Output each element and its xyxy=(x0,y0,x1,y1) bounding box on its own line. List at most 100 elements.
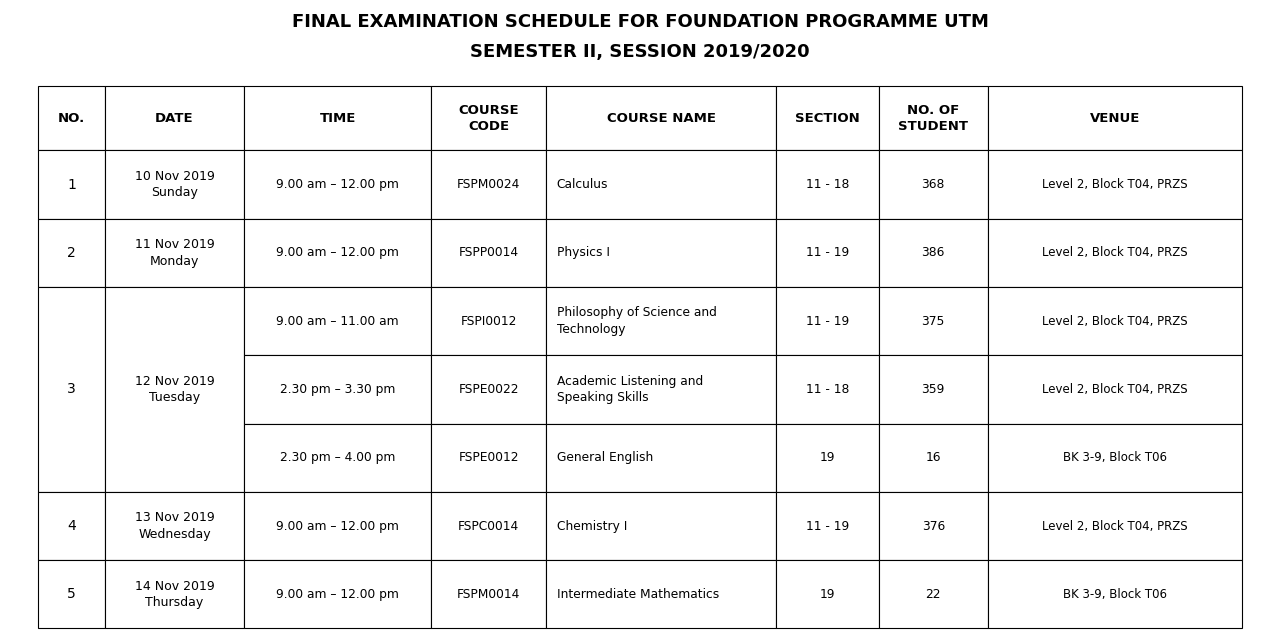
Bar xyxy=(38,492,105,560)
Bar xyxy=(244,492,431,560)
Bar xyxy=(879,424,988,492)
Text: BK 3-9, Block T06: BK 3-9, Block T06 xyxy=(1062,451,1166,464)
Text: 11 - 18: 11 - 18 xyxy=(805,178,849,191)
Bar xyxy=(988,150,1242,219)
Text: FSPM0014: FSPM0014 xyxy=(457,588,521,601)
Text: Level 2, Block T04, PRZS: Level 2, Block T04, PRZS xyxy=(1042,246,1188,259)
Text: 12 Nov 2019
Tuesday: 12 Nov 2019 Tuesday xyxy=(134,374,214,404)
Text: SECTION: SECTION xyxy=(795,112,860,125)
Bar xyxy=(547,355,776,424)
Text: 2.30 pm – 4.00 pm: 2.30 pm – 4.00 pm xyxy=(280,451,396,464)
Bar xyxy=(776,219,879,287)
Text: 22: 22 xyxy=(925,588,941,601)
Bar xyxy=(879,287,988,355)
Text: FSPC0014: FSPC0014 xyxy=(458,520,520,532)
Text: 375: 375 xyxy=(922,315,945,328)
Text: FSPE0022: FSPE0022 xyxy=(458,383,520,396)
Text: Intermediate Mathematics: Intermediate Mathematics xyxy=(557,588,719,601)
Text: 19: 19 xyxy=(819,588,835,601)
Bar xyxy=(244,150,431,219)
Bar xyxy=(547,86,776,150)
Bar xyxy=(776,150,879,219)
Text: FSPE0012: FSPE0012 xyxy=(458,451,520,464)
Text: 2: 2 xyxy=(68,246,76,260)
Bar xyxy=(776,560,879,628)
Bar xyxy=(988,492,1242,560)
Text: 19: 19 xyxy=(819,451,835,464)
Text: Calculus: Calculus xyxy=(557,178,608,191)
Bar xyxy=(38,150,105,219)
Bar xyxy=(431,287,547,355)
Text: General English: General English xyxy=(557,451,653,464)
Bar xyxy=(38,219,105,287)
Bar xyxy=(988,219,1242,287)
Text: COURSE NAME: COURSE NAME xyxy=(607,112,716,125)
Bar xyxy=(988,560,1242,628)
Text: NO.: NO. xyxy=(58,112,86,125)
Bar xyxy=(879,560,988,628)
Bar xyxy=(105,150,244,219)
Bar xyxy=(988,287,1242,355)
Text: 11 - 18: 11 - 18 xyxy=(805,383,849,396)
Text: FSPP0014: FSPP0014 xyxy=(458,246,518,259)
Bar xyxy=(105,86,244,150)
Bar xyxy=(105,287,244,492)
Text: Philosophy of Science and
Technology: Philosophy of Science and Technology xyxy=(557,307,717,336)
Text: 4: 4 xyxy=(68,519,76,533)
Text: DATE: DATE xyxy=(155,112,193,125)
Bar xyxy=(244,560,431,628)
Text: 11 - 19: 11 - 19 xyxy=(806,315,849,328)
Text: SEMESTER II, SESSION 2019/2020: SEMESTER II, SESSION 2019/2020 xyxy=(470,44,810,61)
Text: 376: 376 xyxy=(922,520,945,532)
Bar xyxy=(879,492,988,560)
Text: Level 2, Block T04, PRZS: Level 2, Block T04, PRZS xyxy=(1042,178,1188,191)
Bar xyxy=(776,424,879,492)
Text: 9.00 am – 11.00 am: 9.00 am – 11.00 am xyxy=(276,315,399,328)
Text: 1: 1 xyxy=(68,177,76,191)
Text: 11 Nov 2019
Monday: 11 Nov 2019 Monday xyxy=(134,238,214,268)
Bar xyxy=(776,86,879,150)
Text: 359: 359 xyxy=(922,383,945,396)
Text: BK 3-9, Block T06: BK 3-9, Block T06 xyxy=(1062,588,1166,601)
Bar xyxy=(105,560,244,628)
Text: Level 2, Block T04, PRZS: Level 2, Block T04, PRZS xyxy=(1042,383,1188,396)
Text: 386: 386 xyxy=(922,246,945,259)
Bar xyxy=(988,355,1242,424)
Bar xyxy=(38,287,105,492)
Bar xyxy=(244,424,431,492)
Bar xyxy=(547,219,776,287)
Bar xyxy=(244,86,431,150)
Text: 9.00 am – 12.00 pm: 9.00 am – 12.00 pm xyxy=(276,246,399,259)
Text: 5: 5 xyxy=(68,588,76,602)
Bar xyxy=(547,560,776,628)
Bar xyxy=(547,150,776,219)
Text: VENUE: VENUE xyxy=(1089,112,1139,125)
Bar xyxy=(776,492,879,560)
Bar xyxy=(879,355,988,424)
Text: Chemistry I: Chemistry I xyxy=(557,520,627,532)
Bar xyxy=(547,287,776,355)
Bar xyxy=(431,492,547,560)
Bar xyxy=(547,492,776,560)
Text: 14 Nov 2019
Thursday: 14 Nov 2019 Thursday xyxy=(134,580,214,609)
Bar xyxy=(431,424,547,492)
Bar xyxy=(879,150,988,219)
Bar xyxy=(988,424,1242,492)
Text: COURSE
CODE: COURSE CODE xyxy=(458,104,520,133)
Text: Physics I: Physics I xyxy=(557,246,609,259)
Bar xyxy=(879,219,988,287)
Text: FSPM0024: FSPM0024 xyxy=(457,178,521,191)
Bar xyxy=(776,287,879,355)
Text: Level 2, Block T04, PRZS: Level 2, Block T04, PRZS xyxy=(1042,520,1188,532)
Text: 11 - 19: 11 - 19 xyxy=(806,246,849,259)
Bar xyxy=(38,86,105,150)
Text: TIME: TIME xyxy=(320,112,356,125)
Bar xyxy=(988,86,1242,150)
Text: 16: 16 xyxy=(925,451,941,464)
Bar xyxy=(431,86,547,150)
Bar xyxy=(431,355,547,424)
Bar xyxy=(38,560,105,628)
Bar xyxy=(431,219,547,287)
Bar xyxy=(431,560,547,628)
Text: 9.00 am – 12.00 pm: 9.00 am – 12.00 pm xyxy=(276,588,399,601)
